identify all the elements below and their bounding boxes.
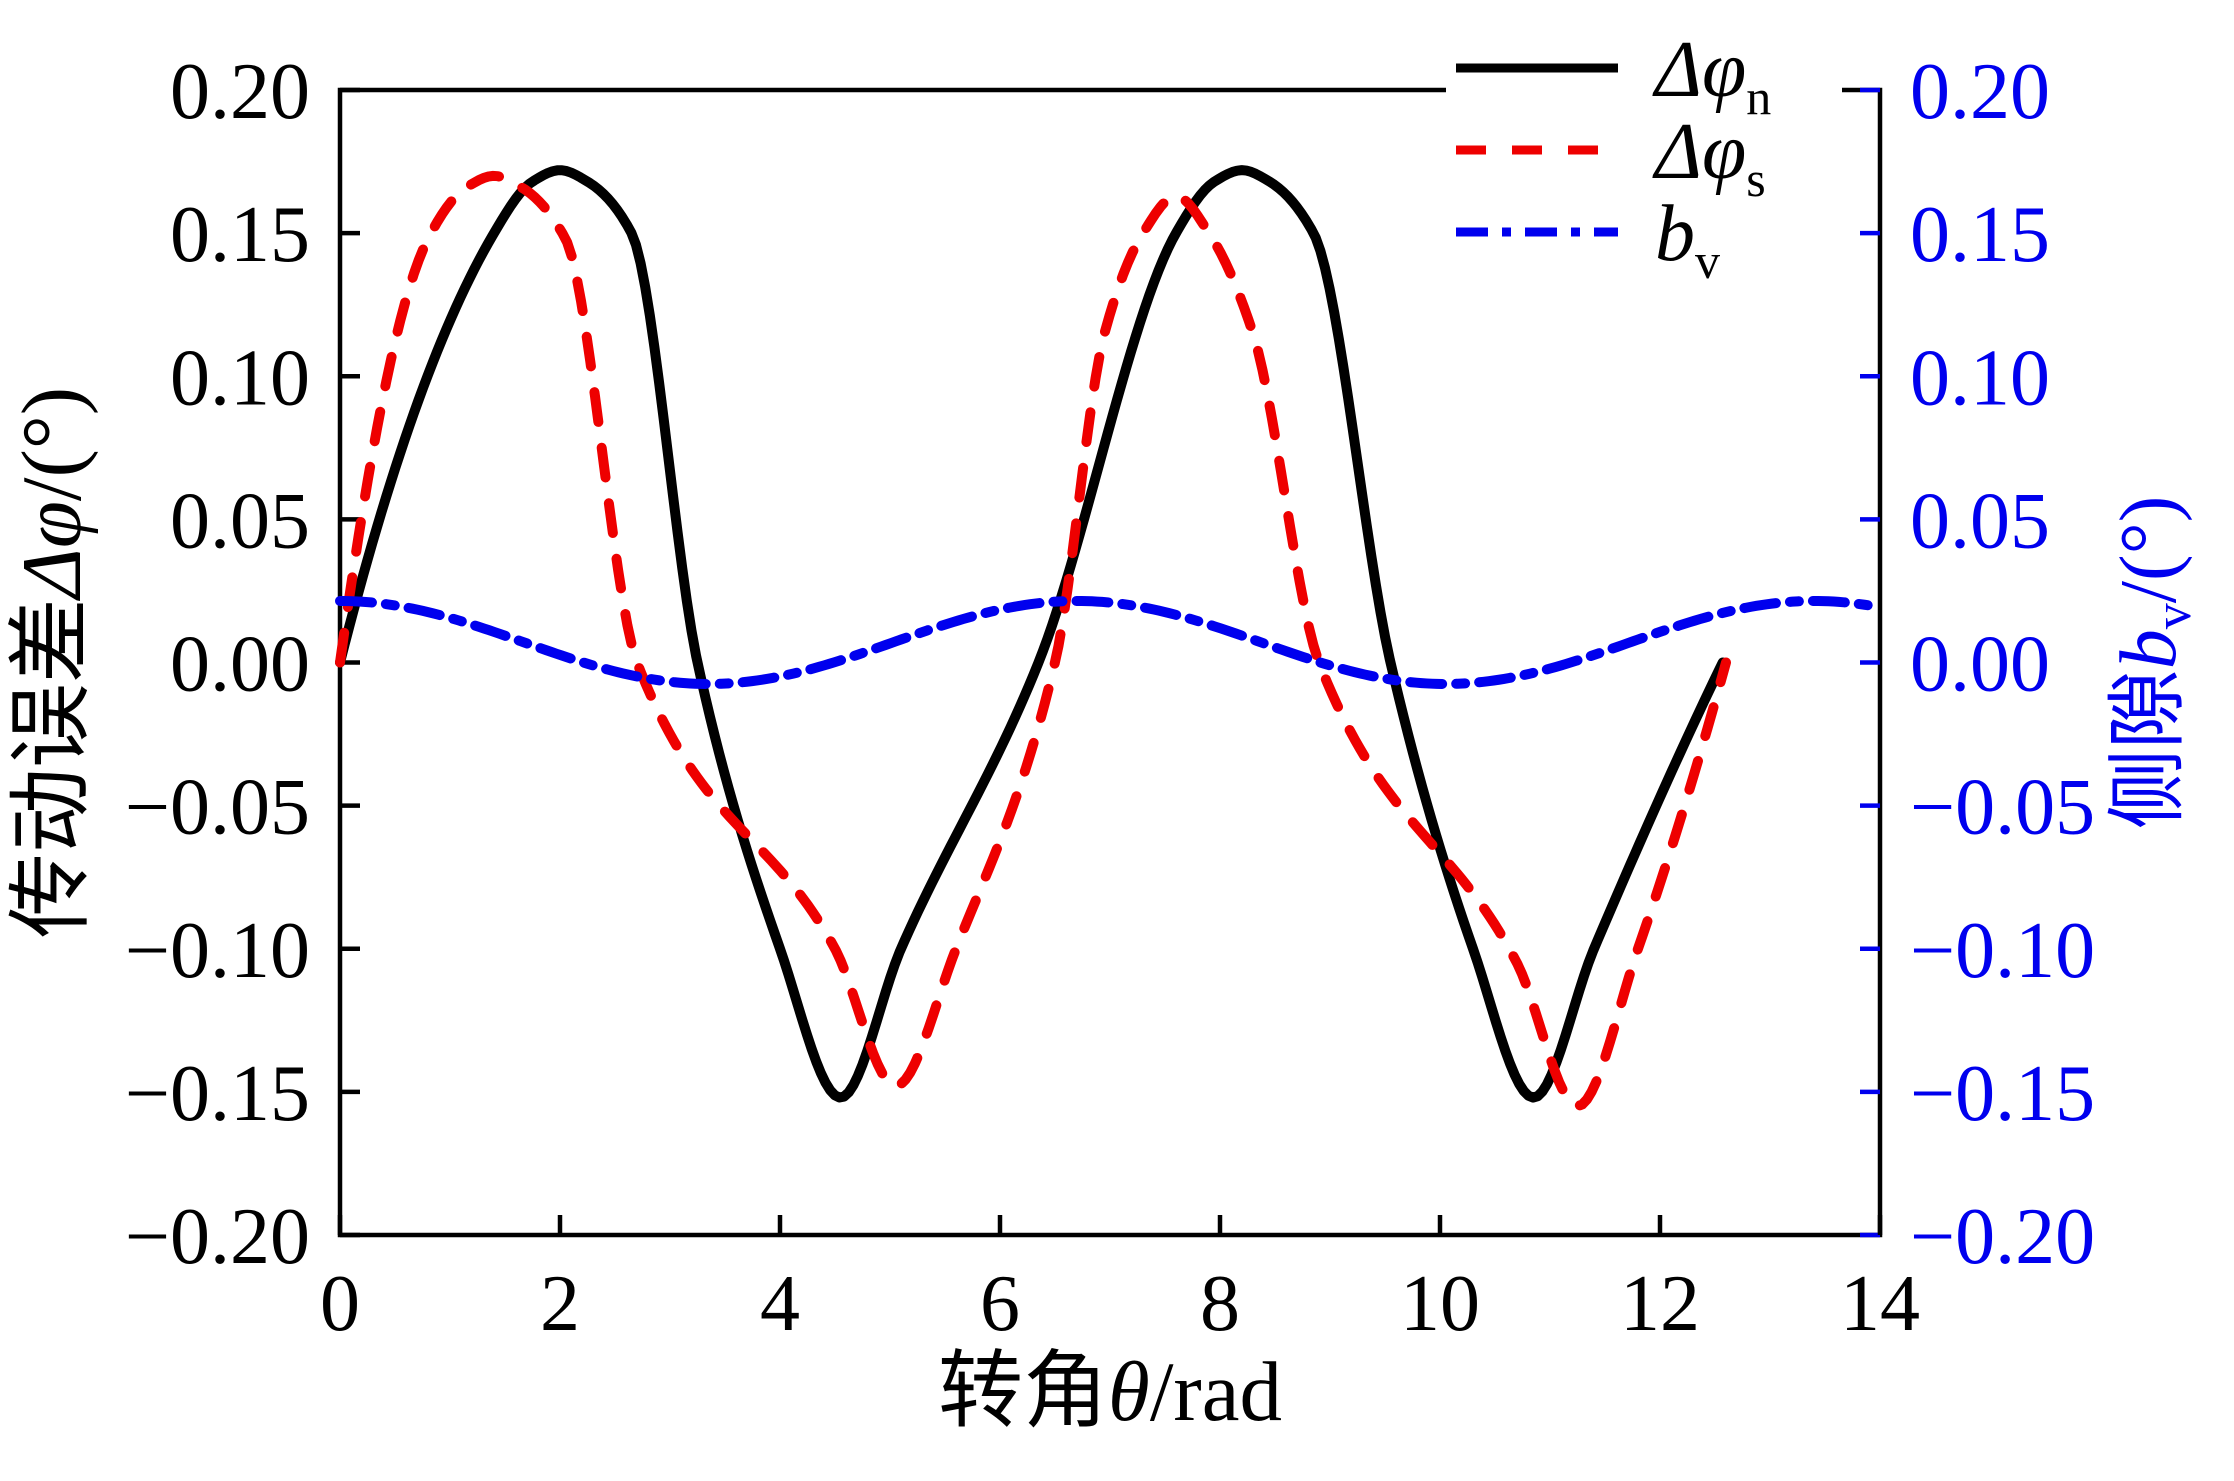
svg-text:−0.10: −0.10 — [125, 907, 310, 995]
svg-text:−0.05: −0.05 — [1910, 764, 2095, 852]
svg-text:0.15: 0.15 — [170, 191, 310, 279]
svg-text:12: 12 — [1620, 1260, 1700, 1348]
svg-text:−0.20: −0.20 — [125, 1193, 310, 1281]
svg-text:−0.10: −0.10 — [1910, 907, 2095, 995]
svg-text:0.20: 0.20 — [170, 48, 310, 136]
svg-text:0.05: 0.05 — [1910, 477, 2050, 565]
svg-text:0.20: 0.20 — [1910, 48, 2050, 136]
svg-text:−0.15: −0.15 — [1910, 1050, 2095, 1138]
svg-text:0: 0 — [320, 1260, 360, 1348]
svg-text:0.05: 0.05 — [170, 477, 310, 565]
svg-text:侧隙bv/(°): 侧隙bv/(°) — [2105, 496, 2202, 830]
svg-text:10: 10 — [1400, 1260, 1480, 1348]
svg-text:14: 14 — [1840, 1260, 1920, 1348]
svg-text:−0.20: −0.20 — [1910, 1193, 2095, 1281]
svg-text:8: 8 — [1200, 1260, 1240, 1348]
svg-text:0.10: 0.10 — [170, 334, 310, 422]
svg-text:传动误差Δφ/(°): 传动误差Δφ/(°) — [5, 387, 99, 938]
svg-text:0.00: 0.00 — [1910, 621, 2050, 709]
svg-text:0.00: 0.00 — [170, 621, 310, 709]
svg-text:0.15: 0.15 — [1910, 191, 2050, 279]
svg-text:−0.05: −0.05 — [125, 764, 310, 852]
svg-text:0.10: 0.10 — [1910, 334, 2050, 422]
svg-text:4: 4 — [760, 1260, 800, 1348]
svg-text:2: 2 — [540, 1260, 580, 1348]
svg-text:−0.15: −0.15 — [125, 1050, 310, 1138]
svg-text:转角θ/rad: 转角θ/rad — [938, 1345, 1282, 1439]
svg-text:6: 6 — [980, 1260, 1020, 1348]
